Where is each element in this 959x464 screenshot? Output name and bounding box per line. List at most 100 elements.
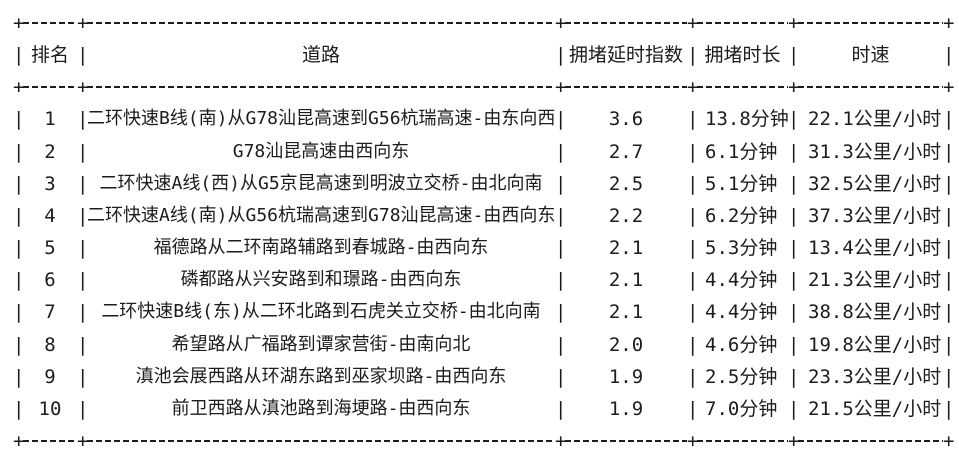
table-row: | 1 | 二环快速B线(南)从G78汕昆高速到G56杭瑞高速-由东向西 | 3.6 | 13… (13, 103, 955, 135)
cell-duration: 4.6分钟 (705, 334, 778, 356)
column-separator: | (77, 141, 89, 163)
column-separator: | (788, 237, 800, 259)
border-dash-segment (798, 71, 943, 103)
column-separator: | (77, 173, 89, 195)
border-junction: + (687, 76, 699, 98)
column-separator: | (555, 141, 567, 163)
traffic-ranking-table: + + + + + + | 排名 | 道路 | 拥堵延时指数 | 拥堵时长 | 时速 | + + + + + + | 1 | 二环快… (13, 0, 955, 464)
header-cell-rank: 排名 (30, 44, 69, 66)
column-separator: | (943, 237, 955, 259)
cell-road: 前卫西路从滇池路到海埂路-由西向东 (171, 398, 471, 419)
cell-delay-index: 3.6 (608, 108, 644, 130)
column-separator: | (943, 205, 955, 227)
border-junction: + (788, 430, 800, 452)
border-dash-segment (798, 7, 943, 39)
cell-duration: 7.0分钟 (705, 398, 778, 420)
border-junction: + (13, 76, 25, 98)
table-row: | 7 | 二环快速B线(东)从二环北路到石虎关立交桥-由北向南 | 2.1 | 4.4分钟 |… (13, 296, 954, 328)
column-separator: | (788, 334, 800, 356)
column-separator: | (788, 205, 800, 227)
column-separator: | (77, 205, 89, 227)
cell-rank: 5 (44, 237, 56, 259)
cell-speed: 19.8公里/小时 (808, 334, 942, 356)
column-separator: | (555, 366, 567, 388)
cell-duration: 6.2分钟 (705, 205, 778, 227)
column-separator: | (13, 108, 25, 130)
border-junction: + (943, 12, 955, 34)
cell-road: 二环快速A线(西)从G5京昆高速到明波立交桥-由北向南 (99, 173, 543, 194)
cell-rank: 4 (44, 205, 56, 227)
column-separator: | (13, 366, 25, 388)
column-separator: | (77, 366, 89, 388)
cell-duration: 4.4分钟 (705, 301, 778, 323)
table-row: | 9 | 滇池会展西路从环湖东路到巫家坝路-由西向东 | 1.9 | 2.5分钟 | 23.3公… (13, 361, 954, 393)
table-row: | 3 | 二环快速A线(西)从G5京昆高速到明波立交桥-由北向南 | 2.5 | 5.1分钟… (13, 168, 954, 200)
column-separator: | (77, 44, 89, 66)
column-separator: | (687, 205, 699, 227)
column-separator: | (77, 237, 89, 259)
header-cell-delay-index: 拥堵延时指数 (568, 44, 683, 66)
column-separator: | (77, 269, 89, 291)
column-separator: | (13, 205, 25, 227)
cell-speed: 13.4公里/小时 (808, 237, 942, 259)
column-separator: | (788, 141, 800, 163)
cell-rank: 7 (44, 301, 56, 323)
table-row: | 2 | G78汕昆高速由西向东 | 2.7 | 6.1分钟 | 31.3公里/小时 | (13, 136, 954, 168)
cell-delay-index: 2.1 (608, 269, 644, 291)
cell-speed: 23.3公里/小时 (808, 366, 942, 388)
cell-road: 磷都路从兴安路到和璟路-由西向东 (180, 269, 462, 290)
border-dash-segment (565, 7, 687, 39)
cell-speed: 31.3公里/小时 (808, 141, 942, 163)
cell-speed: 38.8公里/小时 (808, 301, 942, 323)
border-dash-segment (87, 7, 555, 39)
column-separator: | (788, 108, 800, 130)
header-cell-road: 道路 (301, 44, 340, 66)
column-separator: | (13, 141, 25, 163)
column-separator: | (13, 301, 25, 323)
border-junction: + (943, 76, 955, 98)
cell-speed: 21.3公里/小时 (808, 269, 942, 291)
column-separator: | (943, 108, 955, 130)
column-separator: | (555, 398, 567, 420)
column-separator: | (788, 173, 800, 195)
cell-speed: 37.3公里/小时 (808, 205, 942, 227)
border-junction: + (13, 430, 25, 452)
cell-road: 二环快速A线(南)从G56杭瑞高速到G78汕昆高速-由西向东 (87, 205, 556, 226)
border-junction: + (943, 430, 955, 452)
column-separator: | (13, 173, 25, 195)
column-separator: | (687, 334, 699, 356)
border-junction: + (77, 12, 89, 34)
column-separator: | (788, 269, 800, 291)
cell-rank: 2 (44, 141, 56, 163)
cell-speed: 22.1公里/小时 (808, 108, 942, 130)
table-border-line: + + + + + + (13, 425, 955, 457)
header-cell-speed: 时速 (851, 44, 890, 66)
column-separator: | (687, 108, 699, 130)
border-dash-segment (565, 425, 687, 457)
column-separator: | (687, 44, 699, 66)
border-junction: + (687, 430, 699, 452)
cell-duration: 2.5分钟 (705, 366, 778, 388)
border-junction: + (77, 76, 89, 98)
column-separator: | (13, 237, 25, 259)
column-separator: | (555, 205, 567, 227)
column-separator: | (555, 269, 567, 291)
cell-road: G78汕昆高速由西向东 (232, 141, 410, 162)
column-separator: | (555, 173, 567, 195)
column-separator: | (77, 108, 89, 130)
column-separator: | (687, 237, 699, 259)
border-junction: + (555, 12, 567, 34)
column-separator: | (77, 334, 89, 356)
column-separator: | (687, 269, 699, 291)
column-separator: | (943, 44, 955, 66)
column-separator: | (555, 334, 567, 356)
column-separator: | (943, 398, 955, 420)
column-separator: | (555, 108, 567, 130)
cell-delay-index: 2.0 (608, 334, 644, 356)
column-separator: | (788, 44, 800, 66)
border-junction: + (555, 76, 567, 98)
column-separator: | (943, 269, 955, 291)
cell-delay-index: 2.2 (608, 205, 644, 227)
column-separator: | (13, 398, 25, 420)
